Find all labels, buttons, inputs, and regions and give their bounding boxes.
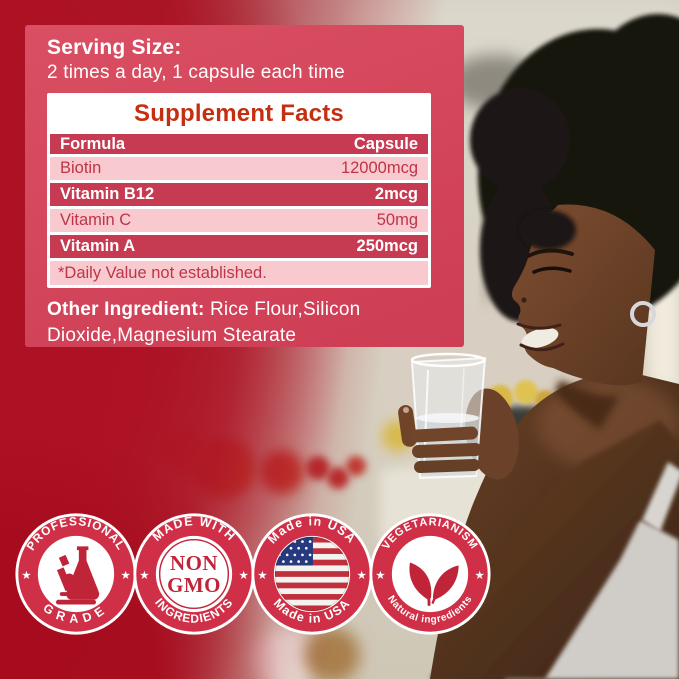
facts-header-capsule: Capsule bbox=[353, 134, 418, 153]
serving-size-directions: 2 times a day, 1 capsule each time bbox=[47, 62, 345, 84]
badge-non-gmo: MADE WITH INGREDIENTS ★ ★ NON GMO bbox=[133, 513, 255, 635]
ingredient-amount: 250mcg bbox=[356, 237, 418, 256]
usa-flag-icon bbox=[274, 536, 350, 612]
badge-professional-grade: PROFESSIONAL GRADE ★ ★ bbox=[15, 513, 137, 635]
ingredient-name: Vitamin A bbox=[60, 237, 136, 256]
other-ingredients-label: Other Ingredient: bbox=[47, 298, 205, 320]
star-icon: ★ bbox=[474, 570, 484, 582]
star-icon: ★ bbox=[238, 570, 248, 582]
star-icon: ★ bbox=[120, 570, 130, 582]
star-icon: ★ bbox=[257, 570, 267, 582]
other-ingredients: Other Ingredient: Rice Flour,Silicon Dio… bbox=[47, 297, 459, 348]
facts-row-biotin: Biotin 12000mcg bbox=[50, 156, 428, 180]
non-gmo-text-line2: GMO bbox=[167, 573, 221, 597]
star-icon: ★ bbox=[139, 570, 149, 582]
facts-footnote: *Daily Value not established. bbox=[50, 260, 428, 285]
ingredient-name: Biotin bbox=[60, 159, 102, 178]
ingredient-name: Vitamin C bbox=[60, 211, 132, 230]
flask-microscope-icon bbox=[55, 546, 100, 605]
facts-header-formula: Formula bbox=[60, 134, 126, 153]
facts-row-vitamin-c: Vitamin C 50mg bbox=[50, 208, 428, 232]
supplement-facts-box: Supplement Facts Formula Capsule Biotin … bbox=[47, 92, 431, 288]
facts-row-vitamin-a: Vitamin A 250mcg bbox=[50, 234, 428, 258]
serving-size-title: Serving Size: bbox=[47, 36, 182, 59]
badge-vegetarianism: VEGETARIANISM Natural ingredients ★ ★ bbox=[369, 513, 491, 635]
leaf-icon bbox=[409, 562, 459, 606]
ingredient-amount: 50mg bbox=[376, 211, 418, 230]
info-panel: Serving Size: 2 times a day, 1 capsule e… bbox=[25, 25, 464, 347]
other-ingredients-value: Rice Flour,Silicon Dioxide,Magnesium Ste… bbox=[47, 298, 361, 346]
non-gmo-text-line1: NON bbox=[170, 551, 218, 575]
facts-header-row: Formula Capsule bbox=[50, 133, 428, 154]
star-icon: ★ bbox=[21, 570, 31, 582]
star-icon: ★ bbox=[356, 570, 366, 582]
ingredient-amount: 2mcg bbox=[374, 185, 418, 204]
facts-row-vitamin-b12: Vitamin B12 2mcg bbox=[50, 182, 428, 206]
star-icon: ★ bbox=[375, 570, 385, 582]
supplement-facts-title: Supplement Facts bbox=[134, 99, 344, 127]
ingredient-amount: 12000mcg bbox=[340, 159, 418, 178]
badge-made-in-usa: Made in USA Made in USA ★ ★ bbox=[251, 513, 373, 635]
certification-badges: PROFESSIONAL GRADE ★ ★ MADE WITH INGREDI… bbox=[14, 512, 491, 636]
ingredient-name: Vitamin B12 bbox=[60, 185, 155, 204]
